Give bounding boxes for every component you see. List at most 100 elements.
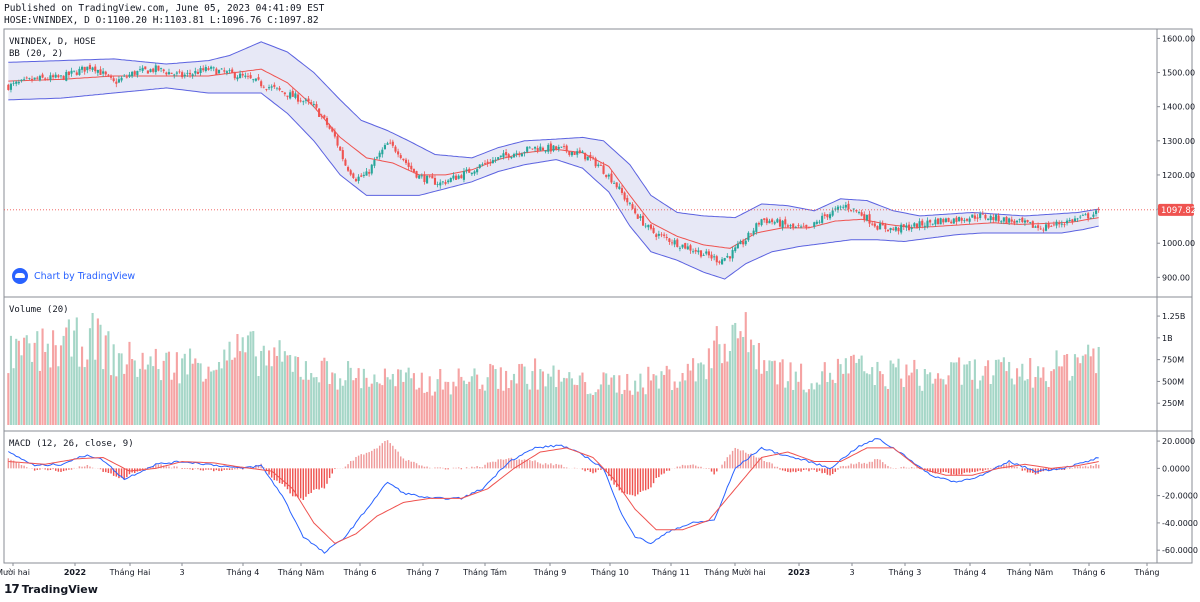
candle-body xyxy=(1042,229,1045,231)
volume-bar xyxy=(755,369,758,425)
candle-body xyxy=(318,108,321,117)
candle-body xyxy=(755,223,758,232)
volume-bar xyxy=(797,381,800,425)
candle-body xyxy=(357,176,360,181)
chart-by-tradingview-badge[interactable]: Chart by TradingView xyxy=(12,268,135,284)
candle-body xyxy=(560,146,563,148)
volume-bar xyxy=(678,381,681,425)
candle-body xyxy=(431,175,434,179)
volume-bar xyxy=(881,374,884,425)
candle-body xyxy=(1063,224,1066,226)
volume-bar xyxy=(96,318,99,425)
volume-bar xyxy=(381,385,384,425)
volume-bar xyxy=(420,372,423,425)
macd-pane[interactable] xyxy=(3,430,1193,564)
volume-bar xyxy=(929,372,932,425)
volume-bar xyxy=(375,382,379,425)
candle-body xyxy=(418,175,421,179)
candle-body xyxy=(278,87,281,90)
candle-body xyxy=(428,175,431,177)
volume-bar xyxy=(731,324,734,425)
volume-bar xyxy=(254,356,257,425)
candle-body xyxy=(541,147,545,151)
candle-body xyxy=(984,214,987,219)
volume-bar xyxy=(692,358,695,425)
candle-body xyxy=(389,142,392,144)
volume-bar xyxy=(286,355,289,425)
volume-axis-tick-label: 500M xyxy=(1162,377,1184,386)
volume-bar xyxy=(749,339,753,425)
volume-bar xyxy=(963,364,966,425)
volume-bar xyxy=(792,389,795,425)
x-axis-tick-label: Tháng 9 xyxy=(533,568,567,577)
candle-body xyxy=(83,66,86,72)
candle-body xyxy=(1002,217,1005,222)
candle-body xyxy=(889,227,892,231)
candle-body xyxy=(663,234,666,236)
volume-bar xyxy=(23,337,26,425)
candle-body xyxy=(138,69,142,71)
candle-body xyxy=(41,74,44,78)
volume-bar xyxy=(444,381,447,425)
last-price-label: 1097.82 xyxy=(1161,206,1196,216)
volume-bar xyxy=(415,389,418,425)
candle-body xyxy=(573,151,576,155)
volume-bar xyxy=(86,359,89,425)
candle-body xyxy=(576,151,579,155)
candle-body xyxy=(834,208,837,210)
volume-bar xyxy=(347,361,350,425)
candle-body xyxy=(868,214,871,224)
volume-bar xyxy=(1084,354,1087,425)
volume-bar xyxy=(223,349,226,425)
candle-body xyxy=(373,160,376,166)
candle-body xyxy=(649,224,653,229)
candle-body xyxy=(631,204,634,209)
candle-body xyxy=(657,233,660,236)
volume-bar xyxy=(339,378,342,425)
volume-bar xyxy=(552,365,555,425)
candle-body xyxy=(952,218,955,224)
candle-body xyxy=(233,72,236,79)
volume-layer xyxy=(7,312,1100,425)
candle-body xyxy=(254,78,257,81)
volume-bar xyxy=(776,384,779,425)
volume-bar xyxy=(228,341,231,425)
candle-body xyxy=(215,68,218,75)
volume-bar xyxy=(1031,387,1034,425)
candle-body xyxy=(312,103,315,105)
candle-body xyxy=(394,146,397,152)
volume-bar xyxy=(368,386,371,425)
volume-bar xyxy=(905,364,908,425)
volume-bar xyxy=(781,359,784,425)
candle-body xyxy=(225,71,228,73)
volume-bar xyxy=(54,345,57,425)
candle-body xyxy=(17,81,20,84)
volume-bar xyxy=(686,363,689,425)
volume-bar xyxy=(844,358,847,425)
volume-bar xyxy=(1044,381,1048,425)
volume-bar xyxy=(536,389,539,425)
volume-bar xyxy=(125,364,128,425)
bb-indicator-label: BB (20, 2) xyxy=(9,49,63,59)
volume-bar xyxy=(586,394,589,425)
candle-body xyxy=(81,66,84,70)
volume-bar xyxy=(1023,380,1026,425)
footer-brand[interactable]: 17 TradingView xyxy=(4,582,98,596)
candle-body xyxy=(813,222,816,227)
candle-body xyxy=(568,151,571,155)
candle-body xyxy=(842,206,845,208)
candle-body xyxy=(557,146,560,149)
volume-bar xyxy=(1079,363,1082,425)
axes-layer: 900.001000.001100.001200.001300.001400.0… xyxy=(0,34,1198,577)
candle-body xyxy=(797,225,800,227)
x-axis-tick-label: Tháng Năm xyxy=(1006,568,1053,577)
macd-axis-tick-label: 0.0000 xyxy=(1162,464,1190,473)
volume-bar xyxy=(673,381,676,425)
volume-bar xyxy=(497,388,500,425)
volume-bar xyxy=(1052,369,1055,425)
candle-body xyxy=(1021,217,1024,222)
candle-body xyxy=(594,158,597,167)
volume-bar xyxy=(331,372,334,425)
candle-body xyxy=(257,77,260,80)
candle-body xyxy=(502,153,505,158)
